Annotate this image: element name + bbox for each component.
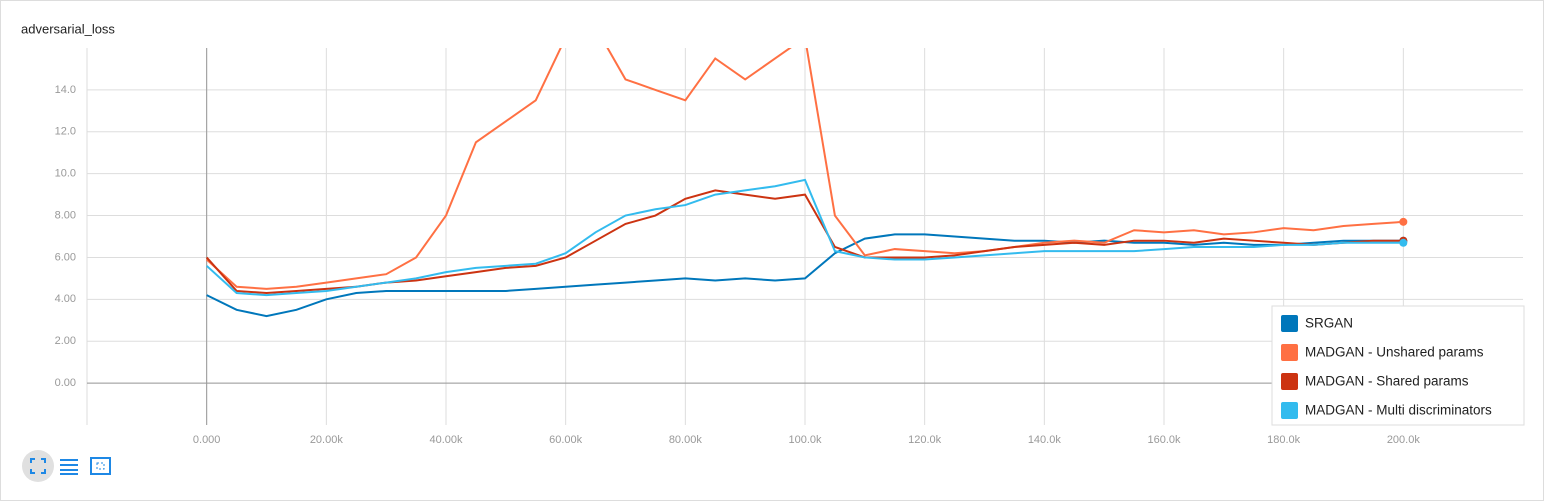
- legend-label: MADGAN - Unshared params: [1305, 345, 1484, 360]
- x-tick-label: 100.0k: [788, 434, 822, 446]
- x-tick-label: 140.0k: [1028, 434, 1062, 446]
- zoom-icon: [96, 462, 105, 470]
- grid: 0.000 20.00k 40.00k 60.00k 80.00k 100.0k 120.0…: [55, 48, 1523, 446]
- fit-icon: [30, 458, 46, 474]
- y-tick-label: 4.00: [55, 293, 76, 305]
- toolbar: [22, 450, 111, 482]
- log-button[interactable]: [60, 459, 78, 475]
- legend-label: SRGAN: [1305, 316, 1353, 331]
- legend-label: MADGAN - Shared params: [1305, 374, 1469, 389]
- x-tick-label: 60.00k: [549, 434, 583, 446]
- chart-title: adversarial_loss: [21, 21, 115, 36]
- legend-swatch: [1281, 402, 1298, 419]
- end-point: [1399, 238, 1408, 247]
- x-tick-label: 0.000: [193, 434, 221, 446]
- fit-button[interactable]: [22, 450, 54, 482]
- legend-swatch: [1281, 344, 1298, 361]
- x-tick-label: 80.00k: [669, 434, 703, 446]
- end-point: [1399, 217, 1408, 226]
- y-tick-label: 8.00: [55, 209, 76, 221]
- plot-area: [205, 48, 1408, 318]
- x-tick-label: 180.0k: [1267, 434, 1301, 446]
- legend: SRGAN MADGAN - Unshared params MADGAN - Sh…: [1271, 305, 1525, 426]
- x-tick-label: 40.00k: [429, 434, 463, 446]
- x-tick-label: 20.00k: [310, 434, 344, 446]
- y-tick-label: 14.0: [55, 84, 76, 96]
- y-tick-label: 0.00: [55, 377, 76, 389]
- x-tick-label: 160.0k: [1147, 434, 1181, 446]
- legend-swatch: [1281, 373, 1298, 390]
- y-tick-label: 2.00: [55, 335, 76, 347]
- legend-box: [1271, 305, 1525, 426]
- legend-label: MADGAN - Multi discriminators: [1305, 403, 1492, 418]
- x-tick-label: 120.0k: [908, 434, 942, 446]
- y-tick-label: 12.0: [55, 126, 76, 138]
- y-tick-label: 6.00: [55, 251, 76, 263]
- y-tick-label: 10.0: [55, 168, 76, 180]
- zoom-button[interactable]: [90, 457, 111, 475]
- legend-swatch: [1281, 315, 1298, 332]
- series-line: [205, 189, 1404, 295]
- series-line: [205, 178, 1404, 297]
- x-tick-label: 200.0k: [1387, 434, 1421, 446]
- series-line: [206, 233, 1404, 318]
- series-line: [205, 48, 1404, 290]
